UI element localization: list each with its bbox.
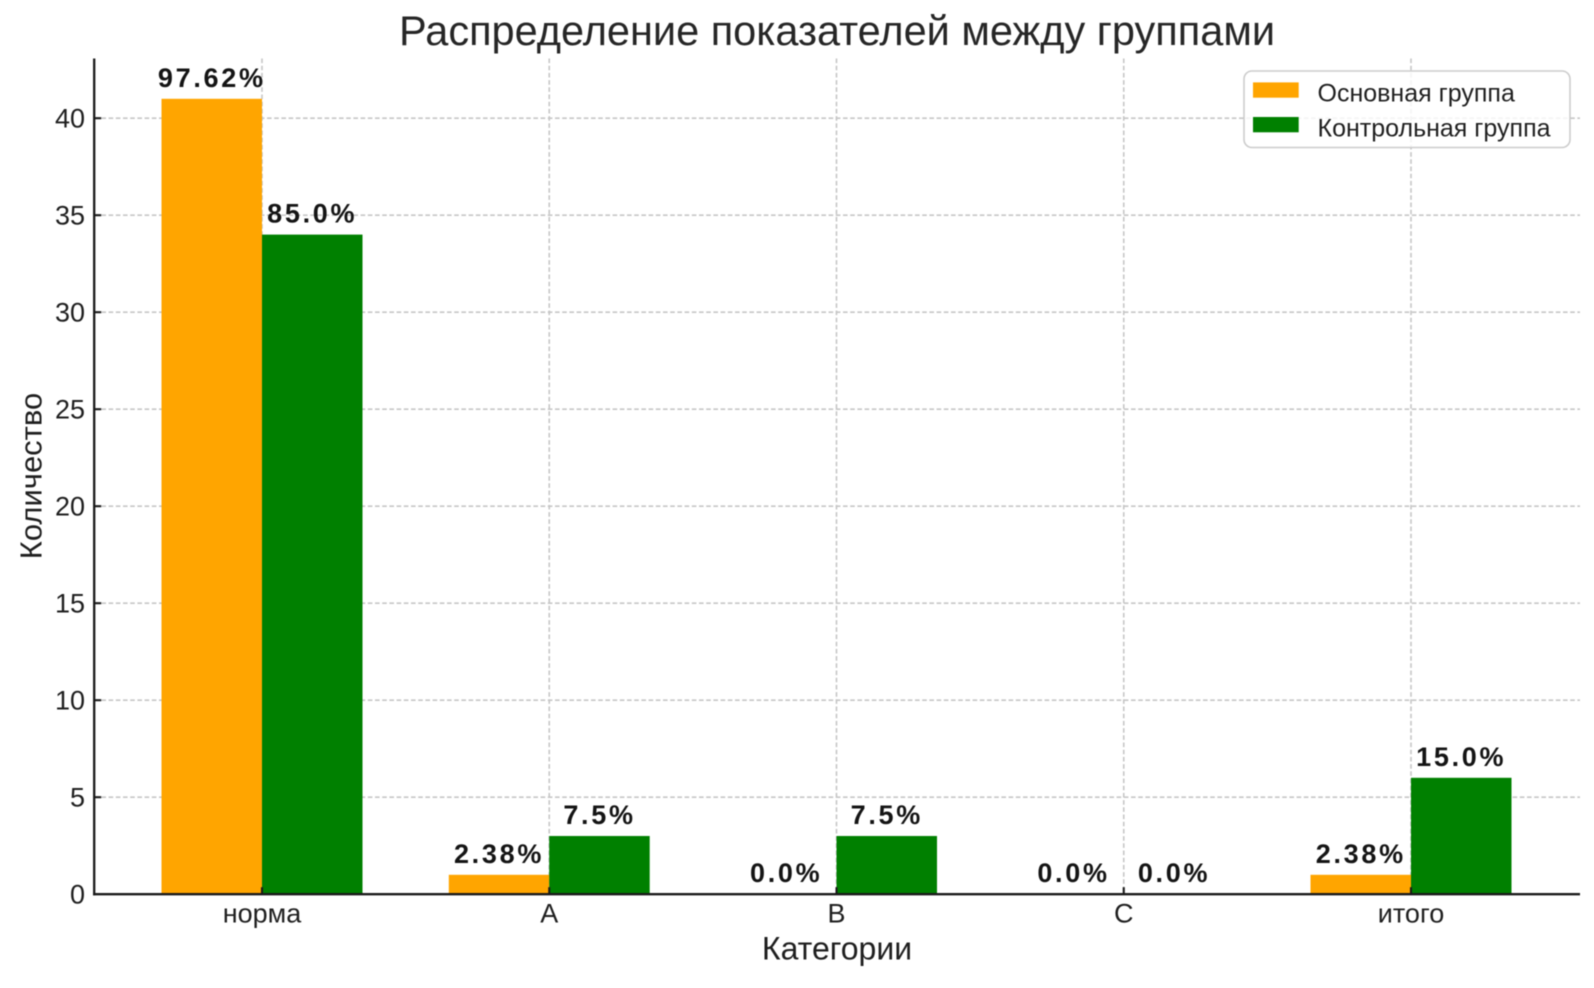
svg-text:Категории: Категории xyxy=(762,931,912,967)
svg-text:2.38%: 2.38% xyxy=(1316,839,1406,869)
svg-text:35: 35 xyxy=(55,201,85,231)
svg-text:40: 40 xyxy=(55,104,85,134)
svg-text:7.5%: 7.5% xyxy=(851,800,923,830)
svg-text:15.0%: 15.0% xyxy=(1416,742,1506,772)
svg-text:0.0%: 0.0% xyxy=(1037,858,1109,888)
svg-text:Распределение показателей межд: Распределение показателей между группами xyxy=(399,7,1275,54)
svg-text:5: 5 xyxy=(70,783,85,813)
svg-text:A: A xyxy=(540,899,558,929)
svg-text:0: 0 xyxy=(70,880,85,910)
svg-text:Контрольная группа: Контрольная группа xyxy=(1318,114,1551,142)
svg-text:B: B xyxy=(827,899,845,929)
svg-text:15: 15 xyxy=(55,589,85,619)
svg-text:97.62%: 97.62% xyxy=(158,63,266,93)
svg-text:30: 30 xyxy=(55,298,85,328)
svg-text:Основная группа: Основная группа xyxy=(1318,80,1515,108)
svg-text:итого: итого xyxy=(1378,899,1444,929)
svg-text:85.0%: 85.0% xyxy=(267,199,357,229)
svg-text:0.0%: 0.0% xyxy=(750,858,822,888)
svg-text:C: C xyxy=(1114,899,1134,929)
svg-text:норма: норма xyxy=(223,899,303,929)
svg-text:7.5%: 7.5% xyxy=(563,800,635,830)
svg-text:0.0%: 0.0% xyxy=(1138,858,1210,888)
svg-text:20: 20 xyxy=(55,492,85,522)
svg-text:25: 25 xyxy=(55,395,85,425)
svg-text:10: 10 xyxy=(55,686,85,716)
svg-text:Количество: Количество xyxy=(14,393,49,559)
svg-text:2.38%: 2.38% xyxy=(454,839,544,869)
